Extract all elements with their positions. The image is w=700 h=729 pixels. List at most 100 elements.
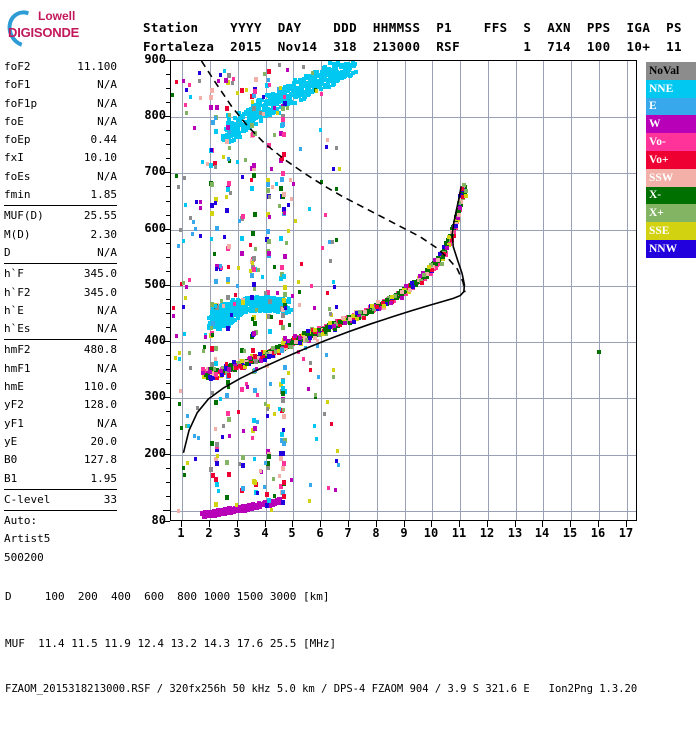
polarization-legend: NoVal NNE E W Vo- Vo+ SSW X- X+ SSE NNW bbox=[646, 62, 696, 258]
echo-point bbox=[285, 99, 290, 104]
echo-point bbox=[280, 170, 285, 176]
echo-point bbox=[286, 310, 291, 314]
legend-item-vo-[interactable]: Vo- bbox=[646, 133, 696, 151]
echo-point bbox=[280, 324, 285, 330]
echo-point bbox=[316, 374, 320, 379]
plot-frame bbox=[170, 60, 637, 521]
y-axis-label: 800 bbox=[144, 108, 166, 122]
echo-point bbox=[266, 94, 271, 99]
echo-point bbox=[278, 131, 283, 137]
echo-point bbox=[225, 510, 230, 515]
param-row: MUF(D) 25.55 bbox=[4, 207, 117, 225]
y-axis-tick bbox=[163, 341, 170, 342]
echo-point bbox=[283, 343, 288, 348]
y-axis-label: 600 bbox=[144, 221, 166, 235]
echo-point bbox=[220, 366, 225, 371]
echo-point bbox=[395, 295, 400, 300]
legend-item-e[interactable]: E bbox=[646, 97, 696, 116]
echo-point bbox=[227, 384, 230, 389]
legend-item-nnw[interactable]: NNW bbox=[646, 239, 696, 258]
echo-point bbox=[311, 83, 316, 88]
echo-point bbox=[200, 370, 205, 375]
y-axis-tick bbox=[166, 425, 170, 426]
param-key: yF1 bbox=[4, 416, 24, 430]
echo-point bbox=[335, 238, 339, 243]
echo-point bbox=[291, 83, 296, 88]
param-value: 345.0 bbox=[83, 267, 117, 281]
echo-point bbox=[278, 236, 283, 242]
echo-point bbox=[281, 440, 286, 446]
echo-point bbox=[404, 289, 409, 293]
echo-point bbox=[282, 285, 287, 290]
echo-point bbox=[361, 316, 366, 321]
legend-item-nne[interactable]: NNE bbox=[646, 79, 696, 98]
echo-point bbox=[251, 115, 255, 120]
echo-point bbox=[233, 302, 236, 307]
echo-point bbox=[214, 196, 219, 202]
echo-point bbox=[255, 367, 259, 372]
echo-point bbox=[216, 321, 220, 326]
echo-point bbox=[354, 316, 359, 321]
echo-point bbox=[178, 356, 182, 361]
echo-point bbox=[276, 309, 281, 314]
legend-item-w[interactable]: W bbox=[646, 115, 696, 134]
echo-point bbox=[274, 106, 279, 111]
echo-point bbox=[285, 102, 290, 106]
param-row: foF1 N/A bbox=[4, 76, 117, 94]
param-row: h`Es N/A bbox=[4, 320, 117, 338]
param-value: N/A bbox=[97, 169, 117, 183]
echo-point bbox=[457, 200, 462, 205]
echo-point bbox=[326, 486, 330, 491]
echo-point bbox=[182, 281, 186, 286]
echo-point bbox=[227, 132, 232, 137]
echo-point bbox=[334, 318, 339, 323]
legend-item-x-[interactable]: X+ bbox=[646, 204, 696, 223]
y-axis-label: 200 bbox=[144, 446, 166, 460]
echo-point bbox=[441, 244, 446, 249]
echo-point bbox=[279, 348, 284, 354]
param-row: h`E N/A bbox=[4, 302, 117, 320]
legend-item-x-[interactable]: X- bbox=[646, 186, 696, 205]
echo-point bbox=[213, 115, 217, 120]
vertical-gridline bbox=[377, 61, 378, 520]
vertical-gridline bbox=[238, 61, 239, 520]
legend-item-sse[interactable]: SSE bbox=[646, 222, 696, 240]
echo-point bbox=[220, 434, 224, 439]
echo-point bbox=[319, 179, 323, 184]
echo-point bbox=[272, 305, 277, 310]
echo-point bbox=[228, 316, 233, 320]
echo-point bbox=[211, 333, 215, 338]
echo-point bbox=[253, 121, 258, 126]
echo-point bbox=[287, 338, 292, 343]
echo-point bbox=[228, 363, 233, 368]
echo-point bbox=[244, 306, 249, 311]
legend-item-noval[interactable]: NoVal bbox=[646, 62, 696, 80]
ionogram-plot[interactable]: 80 200 300 400 500 600 700 800 900 1 2 3 4 5 6 7 8 9 10 11… bbox=[144, 52, 637, 540]
x-axis-tick bbox=[487, 521, 488, 527]
y-axis-tick bbox=[166, 243, 170, 244]
legend-item-vo-[interactable]: Vo+ bbox=[646, 150, 696, 169]
echo-point bbox=[258, 119, 263, 124]
y-axis-tick bbox=[166, 411, 170, 412]
echo-point bbox=[201, 159, 205, 164]
param-value: 2.30 bbox=[90, 227, 118, 241]
echo-point bbox=[323, 331, 328, 336]
echo-point bbox=[187, 278, 191, 283]
echo-point bbox=[309, 483, 313, 487]
echo-point bbox=[252, 162, 257, 168]
echo-point bbox=[227, 157, 231, 162]
param-key: foF2 bbox=[4, 60, 31, 73]
echo-point bbox=[281, 451, 286, 457]
param-row: hmF2 480.8 bbox=[4, 341, 117, 359]
echo-point bbox=[434, 266, 439, 271]
echo-point bbox=[240, 308, 245, 313]
echo-point bbox=[237, 358, 242, 363]
echo-point bbox=[253, 297, 258, 302]
echo-point bbox=[403, 284, 408, 289]
legend-item-ssw[interactable]: SSW bbox=[646, 168, 696, 187]
echo-point bbox=[258, 468, 262, 473]
echo-point bbox=[227, 433, 231, 438]
echo-point bbox=[209, 104, 214, 110]
param-key: h`F2 bbox=[4, 285, 31, 299]
echo-point bbox=[279, 271, 284, 277]
